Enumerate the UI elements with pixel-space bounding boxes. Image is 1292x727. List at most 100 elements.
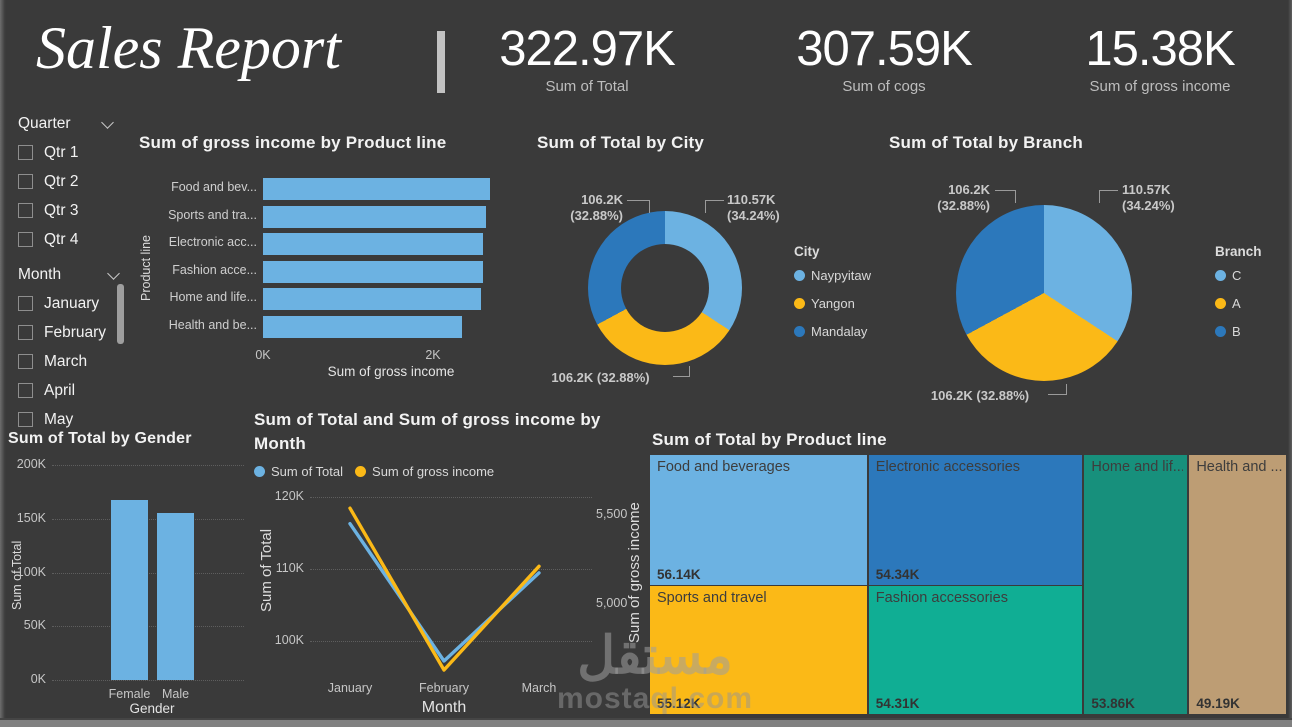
chevron-down-icon[interactable] <box>107 266 120 280</box>
bar-female[interactable] <box>111 499 148 680</box>
month-option-january[interactable]: January <box>18 289 130 318</box>
bar-fashion-acce-[interactable] <box>263 260 484 283</box>
legend-item-b[interactable]: B <box>1215 324 1285 339</box>
month-slicer: Month January February March April May <box>18 263 130 434</box>
legend-item-mandalay[interactable]: Mandalay <box>794 324 884 339</box>
left-axis-label: Sum of Total <box>258 528 275 612</box>
x-tick: Female <box>108 687 151 701</box>
legend-dot-icon <box>794 298 805 309</box>
month-scrollbar[interactable] <box>117 284 124 344</box>
bar-electronic-acc-[interactable] <box>263 233 484 256</box>
chart-title: Sum of Total by Branch <box>889 133 1083 152</box>
callout-leader <box>705 200 724 213</box>
legend-label: B <box>1232 324 1241 339</box>
category-label: Health and be... <box>168 318 257 332</box>
quarter-option-qtr-3[interactable]: Qtr 3 <box>18 196 130 225</box>
slicer-option-label: January <box>44 294 100 312</box>
bar-food-and-bev-[interactable] <box>263 178 490 200</box>
callout-yangon: 106.2K (32.88%) <box>551 370 650 385</box>
legend-item-a[interactable]: A <box>1215 296 1285 311</box>
kpi-value: 322.97K <box>499 22 676 76</box>
legend-dot-icon <box>355 466 367 477</box>
tile-name: Food and beverages <box>657 459 791 475</box>
slicer-option-label: March <box>44 352 88 370</box>
legend-label: Yangon <box>811 296 855 311</box>
month-option-april[interactable]: April <box>18 376 130 405</box>
treemap-tile-health-and-[interactable]: Health and ... 49.19K <box>1189 455 1286 714</box>
checkbox-icon[interactable] <box>18 412 33 427</box>
slicer-option-label: April <box>44 381 76 399</box>
legend-dot-icon <box>1215 270 1226 281</box>
window-right-edge <box>1288 0 1292 727</box>
tile-name: Fashion accessories <box>875 590 1008 607</box>
bar-sports-and-tra-[interactable] <box>263 205 486 228</box>
checkbox-icon[interactable] <box>18 145 33 160</box>
callout-leader <box>1048 384 1067 395</box>
city-donut[interactable] <box>588 211 742 365</box>
month-option-may[interactable]: May <box>18 405 130 434</box>
legend-item-sum-of-gross-income[interactable]: Sum of gross income <box>355 464 494 479</box>
checkbox-icon[interactable] <box>18 383 33 398</box>
callout-naypyitaw: 110.57K (34.24%) <box>727 192 780 223</box>
total-by-city-chart: Sum of Total by City 106.2K (32.88%) 110… <box>533 128 885 406</box>
legend-label: Sum of Total <box>271 464 344 479</box>
treemap-tile-sports-and-travel[interactable]: Sports and travel 55.12K <box>650 586 867 714</box>
tile-name: Sports and travel <box>657 590 767 607</box>
month-option-february[interactable]: February <box>18 318 130 347</box>
slicer-option-label: May <box>44 410 74 428</box>
gridline <box>310 641 592 642</box>
sum-of-gross-income-line[interactable] <box>348 506 541 672</box>
quarter-option-list: Qtr 1 Qtr 2 Qtr 3 Qtr 4 <box>18 138 130 254</box>
bar-home-and-life-[interactable] <box>263 288 481 311</box>
window-bottom-edge <box>0 718 1292 727</box>
quarter-slicer-title: Quarter <box>18 115 71 132</box>
category-label: Fashion acce... <box>172 262 257 277</box>
callout-leader <box>1099 190 1118 203</box>
kpi-label: Sum of gross income <box>1089 78 1231 95</box>
legend-item-yangon[interactable]: Yangon <box>794 296 884 311</box>
tile-value: 49.19K <box>1196 696 1240 711</box>
checkbox-icon[interactable] <box>18 203 33 218</box>
legend-item-naypyitaw[interactable]: Naypyitaw <box>794 268 884 283</box>
legend-dot-icon <box>794 326 805 337</box>
gridline <box>52 465 244 466</box>
chevron-down-icon[interactable] <box>101 115 114 129</box>
category-label: Food and bev... <box>171 180 257 194</box>
bar-health-and-be-[interactable] <box>263 316 462 338</box>
quarter-option-qtr-1[interactable]: Qtr 1 <box>18 138 130 167</box>
tile-name: Home and lif... <box>1091 459 1184 475</box>
treemap-tile-home-and-lif-[interactable]: Home and lif... 53.86K <box>1084 455 1188 714</box>
month-slicer-header[interactable]: Month <box>18 263 120 287</box>
category-label: Sports and tra... <box>168 207 257 222</box>
legend-dot-icon <box>794 270 805 281</box>
treemap-tile-electronic-accessories[interactable]: Electronic accessories 54.34K <box>868 455 1083 586</box>
checkbox-icon[interactable] <box>18 354 33 369</box>
checkbox-icon[interactable] <box>18 174 33 189</box>
chart-title: Sum of Total by City <box>537 133 705 152</box>
gridline <box>310 497 592 498</box>
checkbox-icon[interactable] <box>18 296 33 311</box>
callout-b: 106.2K (32.88%) <box>937 182 990 213</box>
y-tick: 150K <box>16 510 46 525</box>
quarter-option-qtr-2[interactable]: Qtr 2 <box>18 167 130 196</box>
quarter-option-qtr-4[interactable]: Qtr 4 <box>18 225 130 254</box>
donut-hole <box>621 244 709 332</box>
treemap-tile-food-and-beverages[interactable]: Food and beverages 56.14K <box>650 455 867 586</box>
callout-leader <box>995 190 1016 203</box>
legend-item-c[interactable]: C <box>1215 268 1285 283</box>
callout-mandalay: 106.2K (32.88%) <box>570 192 623 223</box>
callout-leader <box>627 200 650 213</box>
bar-male[interactable] <box>157 513 194 680</box>
month-option-march[interactable]: March <box>18 347 130 376</box>
treemap-tile-fashion-accessories[interactable]: Fashion accessories 54.31K <box>868 586 1083 714</box>
chart-title: Sum of gross income by Product line <box>139 133 447 152</box>
checkbox-icon[interactable] <box>18 232 33 247</box>
quarter-slicer-header[interactable]: Quarter <box>18 112 114 136</box>
checkbox-icon[interactable] <box>18 325 33 340</box>
legend-dot-icon <box>254 466 265 477</box>
sum-of-total-line[interactable] <box>348 521 541 663</box>
chart-title: Sum of Total by Product line <box>652 430 887 449</box>
branch-pie[interactable] <box>956 205 1132 381</box>
legend-item-sum-of-total[interactable]: Sum of Total <box>254 464 343 479</box>
